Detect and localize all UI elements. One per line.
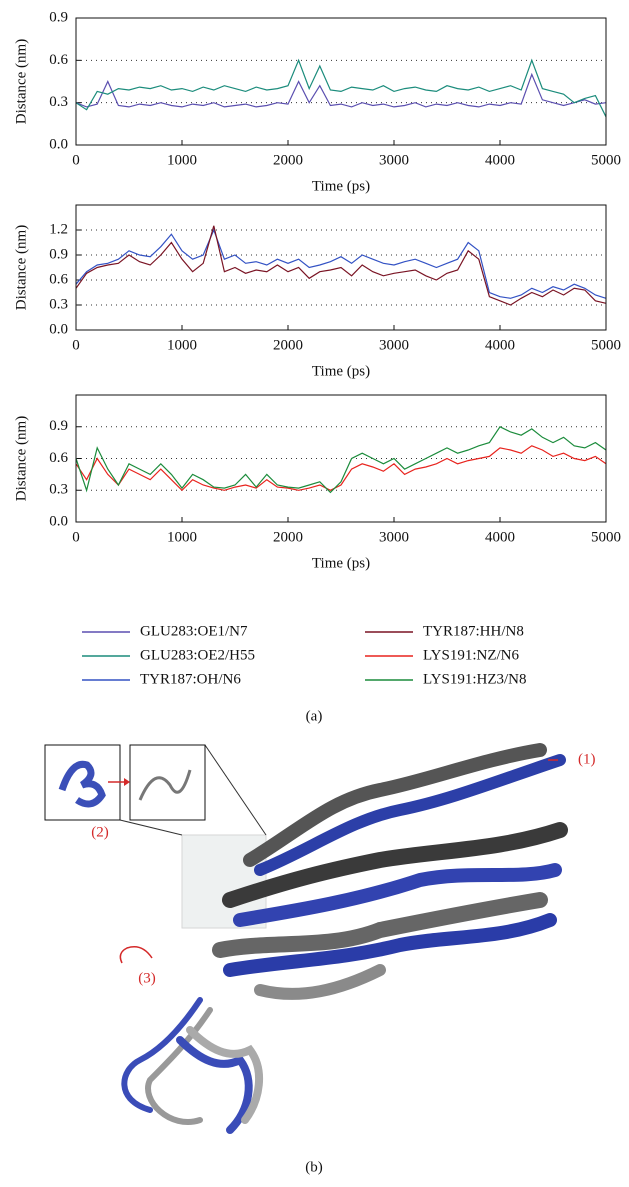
data-line <box>75 426 607 494</box>
panel-label: (b) <box>305 1159 323 1175</box>
data-line <box>75 445 607 492</box>
x-tick-label: 3000 <box>379 337 409 353</box>
x-tick-label: 5000 <box>591 152 621 168</box>
y-tick-label: 0.0 <box>49 513 68 529</box>
y-tick-label: 0.3 <box>49 296 68 312</box>
y-axis-label: Distance (nm) <box>13 39 29 124</box>
y-tick-label: 0.6 <box>49 271 68 287</box>
y-tick-label: 0.9 <box>49 9 68 25</box>
legend-label: LYS191:NZ/N6 <box>423 647 519 663</box>
x-tick-label: 0 <box>72 529 80 545</box>
legend-label: TYR187:OH/N6 <box>140 671 241 687</box>
x-tick-label: 1000 <box>167 529 197 545</box>
y-tick-label: 0.0 <box>49 321 68 337</box>
x-axis-label: Time (ps) <box>312 178 370 194</box>
x-tick-label: 5000 <box>591 337 621 353</box>
legend-label: TYR187:HH/N8 <box>423 623 524 639</box>
panel-label: (a) <box>306 708 323 724</box>
annotation: (2) <box>91 824 109 840</box>
data-line <box>75 58 607 118</box>
protein-structure <box>44 743 568 1134</box>
y-tick-label: 0.0 <box>49 136 68 152</box>
y-tick-label: 0.9 <box>49 246 68 262</box>
x-tick-label: 3000 <box>379 529 409 545</box>
y-tick-label: 1.2 <box>49 221 68 237</box>
x-tick-label: 3000 <box>379 152 409 168</box>
x-tick-label: 4000 <box>485 529 515 545</box>
annotation: (3) <box>138 970 156 986</box>
x-tick-label: 1000 <box>167 337 197 353</box>
x-tick-label: 0 <box>72 337 80 353</box>
plot-frame <box>75 204 607 331</box>
plot-frame <box>75 17 607 146</box>
data-line <box>75 228 607 299</box>
x-tick-label: 4000 <box>485 337 515 353</box>
annotation: (1) <box>578 751 596 767</box>
y-tick-label: 0.3 <box>49 94 68 110</box>
x-axis-label: Time (ps) <box>312 555 370 571</box>
legend-label: GLU283:OE2/H55 <box>140 647 255 663</box>
legend-label: GLU283:OE1/N7 <box>140 623 248 639</box>
x-tick-label: 4000 <box>485 152 515 168</box>
y-tick-label: 0.9 <box>49 418 68 434</box>
x-tick-label: 5000 <box>591 529 621 545</box>
data-line <box>75 225 607 306</box>
x-tick-label: 2000 <box>273 529 303 545</box>
x-tick-label: 1000 <box>167 152 197 168</box>
x-axis-label: Time (ps) <box>312 363 370 379</box>
plot-frame <box>75 394 607 523</box>
legend-label: LYS191:HZ3/N8 <box>423 671 527 687</box>
y-axis-label: Distance (nm) <box>13 225 29 310</box>
y-axis-label: Distance (nm) <box>13 416 29 501</box>
y-tick-label: 0.3 <box>49 482 68 498</box>
x-tick-label: 2000 <box>273 152 303 168</box>
x-tick-label: 2000 <box>273 337 303 353</box>
y-tick-label: 0.6 <box>49 450 68 466</box>
x-tick-label: 0 <box>72 152 80 168</box>
data-line <box>75 72 607 108</box>
y-tick-label: 0.6 <box>49 52 68 68</box>
